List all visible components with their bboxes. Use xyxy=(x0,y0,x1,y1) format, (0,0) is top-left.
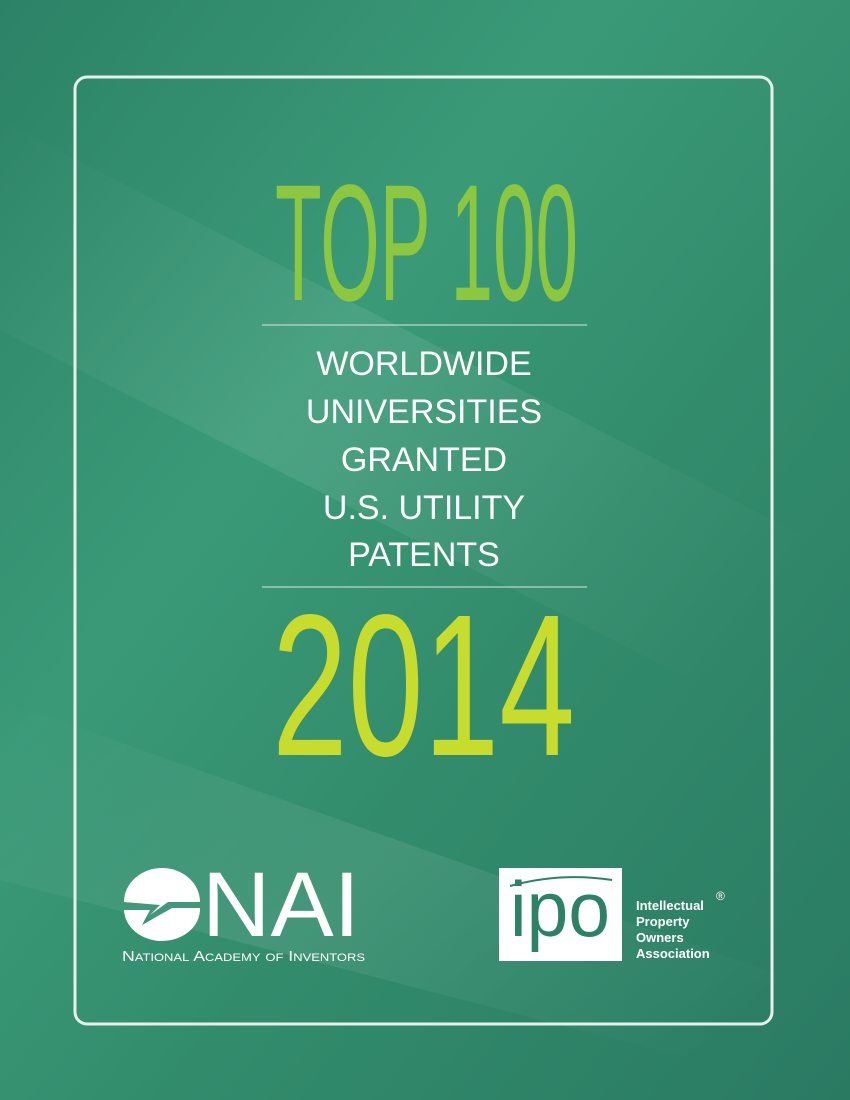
year: 2014 xyxy=(272,572,575,798)
frame xyxy=(73,75,774,1026)
subtitle-line: U.S. UTILITY xyxy=(323,489,525,527)
ipo-name-line: Owners xyxy=(636,930,684,945)
subtitle-line: WORLDWIDE xyxy=(316,345,531,383)
ipo-mark: ipo xyxy=(510,865,610,953)
nai-mark: NAI xyxy=(202,854,360,956)
light-band xyxy=(0,120,850,760)
ipo-name-line: Intellectual xyxy=(636,898,704,913)
registered-mark: ® xyxy=(716,889,725,903)
ipo-arc xyxy=(509,876,613,887)
nai-swoosh-bottom xyxy=(124,908,201,941)
nai-swoosh-top xyxy=(124,868,200,915)
ipo-name-line: Property xyxy=(636,914,690,929)
subtitle-line: UNIVERSITIES xyxy=(306,393,542,431)
ipo-name-line: Association xyxy=(636,946,710,961)
ipo-name: Intellectual Property Owners Association xyxy=(636,898,710,961)
subtitle: WORLDWIDE UNIVERSITIES GRANTED U.S. UTIL… xyxy=(306,345,542,574)
subtitle-line: GRANTED xyxy=(341,441,507,479)
nai-logo: NAI National Academy of Inventors xyxy=(122,854,365,965)
light-band xyxy=(0,700,850,1100)
subtitle-line: PATENTS xyxy=(348,536,500,574)
title: TOP 100 xyxy=(275,151,578,336)
nai-name: National Academy of Inventors xyxy=(122,948,365,965)
ipo-logo: ipo Intellectual Property Owners Associa… xyxy=(499,865,725,961)
